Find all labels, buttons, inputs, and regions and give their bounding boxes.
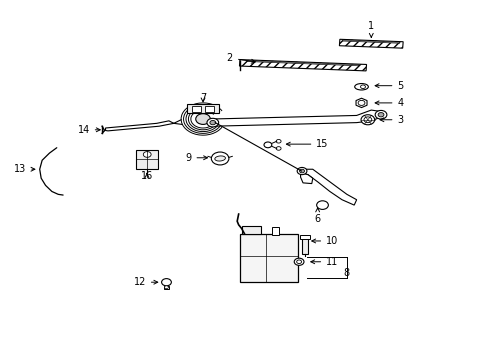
- Text: 11: 11: [310, 257, 338, 267]
- Text: 16: 16: [141, 171, 153, 181]
- Bar: [136, 149, 158, 169]
- Circle shape: [276, 147, 281, 150]
- Bar: [187, 104, 218, 113]
- Circle shape: [316, 201, 328, 210]
- Circle shape: [209, 121, 215, 125]
- Polygon shape: [355, 98, 366, 108]
- Circle shape: [297, 167, 306, 175]
- Text: 2: 2: [226, 53, 255, 63]
- Polygon shape: [342, 40, 399, 43]
- Circle shape: [299, 169, 304, 173]
- Ellipse shape: [360, 85, 365, 89]
- Polygon shape: [300, 169, 356, 205]
- Bar: [242, 226, 260, 234]
- Circle shape: [296, 260, 301, 264]
- Text: 3: 3: [379, 115, 403, 125]
- Circle shape: [161, 279, 171, 286]
- Circle shape: [164, 286, 168, 289]
- Text: 1: 1: [367, 21, 374, 37]
- Circle shape: [363, 117, 371, 123]
- Circle shape: [211, 152, 228, 165]
- Text: 10: 10: [311, 236, 338, 246]
- Bar: [163, 286, 169, 289]
- Ellipse shape: [354, 84, 367, 90]
- Text: 5: 5: [374, 81, 403, 91]
- Circle shape: [143, 152, 151, 157]
- Polygon shape: [247, 60, 358, 66]
- Circle shape: [294, 258, 304, 265]
- Polygon shape: [300, 173, 312, 184]
- Text: 9: 9: [185, 153, 207, 163]
- Circle shape: [195, 114, 210, 125]
- Text: 7: 7: [200, 93, 206, 103]
- Bar: [192, 107, 201, 112]
- Circle shape: [360, 115, 374, 125]
- Polygon shape: [210, 110, 383, 126]
- Text: 6: 6: [314, 208, 320, 224]
- Text: 8: 8: [343, 268, 349, 278]
- Ellipse shape: [214, 156, 225, 161]
- Polygon shape: [105, 121, 173, 131]
- Circle shape: [377, 113, 383, 117]
- Bar: [271, 227, 278, 234]
- Circle shape: [357, 100, 364, 105]
- Text: 4: 4: [374, 98, 403, 108]
- Bar: [239, 234, 298, 282]
- Circle shape: [206, 118, 218, 127]
- Text: 15: 15: [286, 139, 328, 149]
- Bar: [300, 235, 309, 239]
- Text: 13: 13: [14, 164, 35, 174]
- Text: 12: 12: [133, 277, 158, 287]
- Circle shape: [264, 142, 271, 148]
- Text: 14: 14: [77, 125, 100, 135]
- Circle shape: [374, 111, 386, 119]
- Circle shape: [276, 139, 281, 143]
- Bar: [204, 107, 213, 112]
- Bar: [302, 235, 307, 253]
